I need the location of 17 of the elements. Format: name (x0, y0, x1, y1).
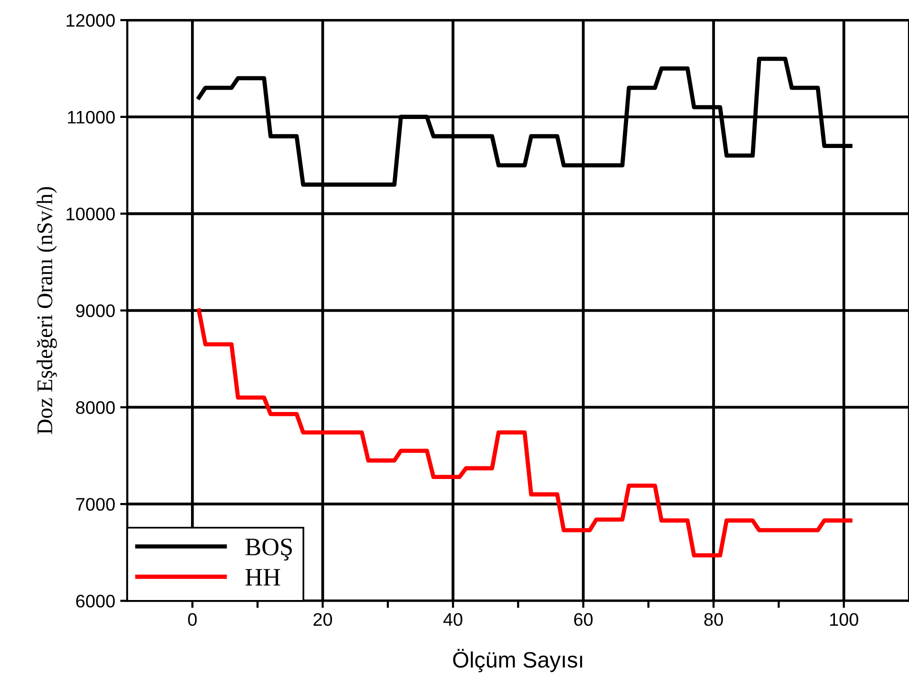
x-axis-title: Ölçüm Sayısı (453, 648, 582, 672)
x-tick-label: 60 (574, 613, 593, 626)
legend-label: HH (245, 569, 280, 586)
x-tick-label: 80 (704, 613, 723, 626)
x-tick-label: 40 (443, 613, 462, 626)
y-tick-label: 8000 (76, 401, 115, 414)
y-tick-label: 10000 (66, 208, 115, 220)
x-tick-label: 20 (314, 613, 332, 626)
y-axis-title: Doz Eşdeğeri Oranı (nSv/h) (36, 187, 57, 434)
y-tick-label: 6000 (76, 594, 115, 608)
x-tick-label: 0 (188, 613, 197, 626)
y-tick-label: 11000 (68, 110, 115, 124)
x-tick-label: 100 (830, 613, 858, 626)
y-tick-label: 12000 (66, 14, 115, 27)
y-tick-label: 7000 (76, 498, 115, 511)
legend-label: BOŞ (245, 538, 292, 561)
y-tick-label: 9000 (76, 304, 115, 318)
